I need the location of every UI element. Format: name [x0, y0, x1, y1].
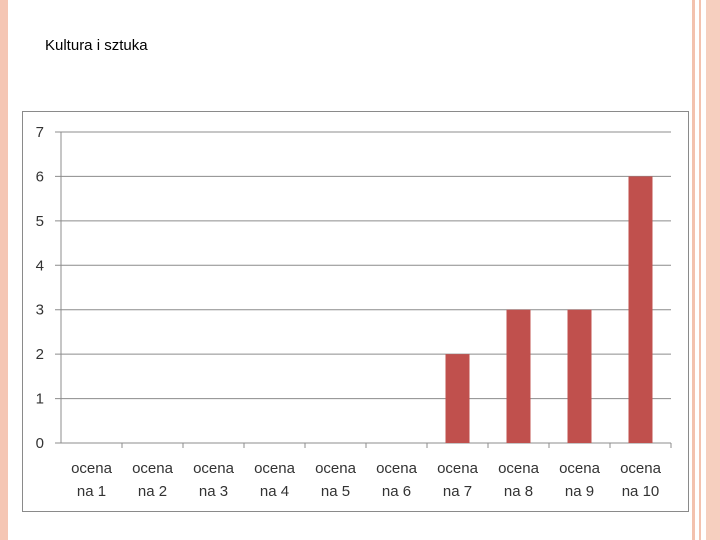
- x-category-label-4-line-2: na 4: [260, 483, 289, 500]
- x-category-label-6-line-2: na 6: [382, 483, 411, 500]
- x-category-label-8-line-1: ocena: [498, 460, 540, 477]
- x-category-label-10-line-2: na 10: [622, 483, 660, 500]
- y-tick-label-1: 1: [36, 391, 44, 408]
- bar-10: [628, 176, 653, 443]
- chart-frame: 0 1 2 3 4 5 6 7 ocena na 1 ocena na 2 ocena na 3 ocena…: [22, 111, 689, 512]
- y-tick-label-0: 0: [36, 435, 44, 452]
- bar-8: [506, 309, 531, 443]
- bar-9: [567, 309, 592, 443]
- y-tick-label-3: 3: [36, 302, 44, 319]
- x-category-label-3-line-2: na 3: [199, 483, 228, 500]
- y-tick-label-2: 2: [36, 346, 44, 363]
- x-category-label-8-line-2: na 8: [504, 483, 533, 500]
- bar-7: [445, 354, 470, 443]
- x-category-label-1-line-2: na 1: [77, 483, 106, 500]
- x-category-label-1-line-1: ocena: [71, 460, 113, 477]
- slide-title: Kultura i sztuka: [45, 37, 148, 54]
- x-category-label-3-line-1: ocena: [193, 460, 235, 477]
- y-tick-label-4: 4: [36, 257, 44, 274]
- x-category-label-9-line-1: ocena: [559, 460, 601, 477]
- right-decor-stripes: [690, 0, 720, 540]
- x-category-label-7-line-1: ocena: [437, 460, 479, 477]
- y-tick-label-7: 7: [36, 124, 44, 141]
- x-category-label-2-line-2: na 2: [138, 483, 167, 500]
- x-category-label-2-line-1: ocena: [132, 460, 174, 477]
- x-category-label-10-line-1: ocena: [620, 460, 662, 477]
- x-category-label-4-line-1: ocena: [254, 460, 296, 477]
- bar-chart: 0 1 2 3 4 5 6 7 ocena na 1 ocena na 2 ocena na 3 ocena…: [36, 124, 672, 500]
- y-tick-label-5: 5: [36, 213, 44, 230]
- x-category-label-7-line-2: na 7: [443, 483, 472, 500]
- x-category-label-9-line-2: na 9: [565, 483, 594, 500]
- left-decor-stripe: [0, 0, 8, 540]
- y-tick-label-6: 6: [36, 168, 44, 185]
- x-category-label-5-line-1: ocena: [315, 460, 357, 477]
- x-category-label-6-line-1: ocena: [376, 460, 418, 477]
- x-category-label-5-line-2: na 5: [321, 483, 350, 500]
